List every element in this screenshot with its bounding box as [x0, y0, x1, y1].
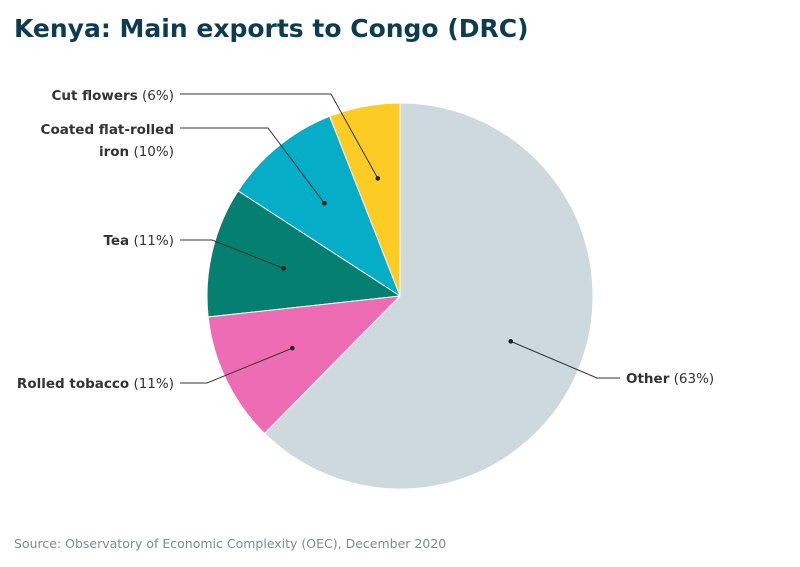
source-note: Source: Observatory of Economic Complexi… — [14, 536, 447, 551]
slice-rolled-tobacco — [207, 295, 402, 435]
leader-line-rolled-tobacco — [180, 347, 293, 384]
leader-dot-coated-flat-rolled-iron — [322, 200, 327, 206]
leader-line-cut-flowers — [180, 93, 379, 179]
label-other: Other (63%) — [626, 371, 714, 387]
label-coated-flat-rolled-iron-line-2: iron (10%) — [99, 144, 174, 160]
pie-slices — [206, 102, 594, 490]
leader-line-other — [510, 340, 620, 379]
slice-labels: Cut flowers (6%) Coated flat-rolled iron (… — [17, 88, 714, 392]
leader-dot-cut-flowers — [375, 176, 381, 181]
label-cut-flowers: Cut flowers (6%) — [51, 88, 174, 104]
label-tea: Tea (11%) — [103, 233, 174, 249]
leader-line-coated-flat-rolled-iron — [180, 127, 325, 204]
leader-lines — [180, 93, 620, 384]
leader-dot-rolled-tobacco — [290, 345, 295, 351]
chart-title: Kenya: Main exports to Congo (DRC) — [14, 14, 529, 43]
slice-tea — [206, 190, 402, 318]
leader-dot-tea — [281, 266, 286, 271]
label-coated-flat-rolled-iron-line-1: Coated flat-rolled — [41, 122, 174, 138]
slice-coated-flat-rolled-iron — [237, 115, 402, 298]
leader-dot-other — [508, 339, 514, 344]
leader-line-tea — [180, 239, 284, 269]
label-rolled-tobacco: Rolled tobacco (11%) — [17, 376, 174, 392]
slice-other — [263, 102, 594, 490]
